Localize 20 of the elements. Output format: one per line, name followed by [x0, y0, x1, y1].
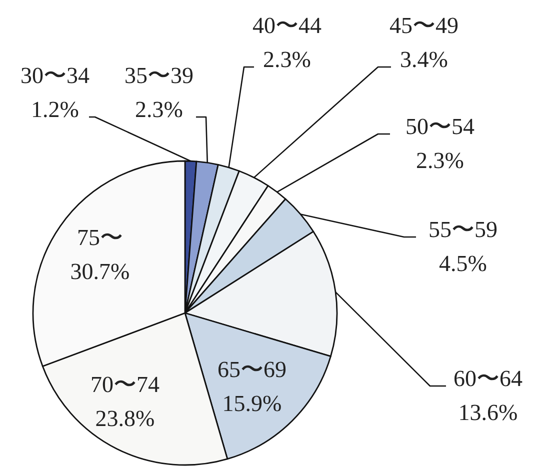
slice-label: 45〜49 — [390, 13, 458, 38]
data-label: 2.3% — [135, 97, 183, 122]
slice-label: 50〜54 — [406, 114, 475, 139]
data-label: 13.6% — [458, 400, 518, 425]
slice-label: 30〜34 — [20, 63, 90, 88]
slice-label: 60〜64 — [454, 366, 523, 391]
data-label: 23.8% — [95, 406, 155, 431]
data-label: 1.2% — [31, 97, 79, 122]
data-label: 4.5% — [439, 251, 487, 276]
slice-label: 65〜69 — [218, 357, 286, 382]
data-label: 2.3% — [416, 148, 464, 173]
data-label: 15.9% — [222, 391, 282, 416]
data-label: 30.7% — [70, 259, 130, 284]
slice-label: 75〜 — [77, 225, 123, 250]
slice-label: 55〜59 — [428, 217, 498, 242]
slice-label: 40〜44 — [252, 13, 322, 38]
slice-label: 70〜74 — [90, 372, 160, 397]
slice-label: 35〜39 — [124, 63, 194, 88]
data-label: 3.4% — [400, 47, 448, 72]
data-label: 2.3% — [263, 47, 311, 72]
